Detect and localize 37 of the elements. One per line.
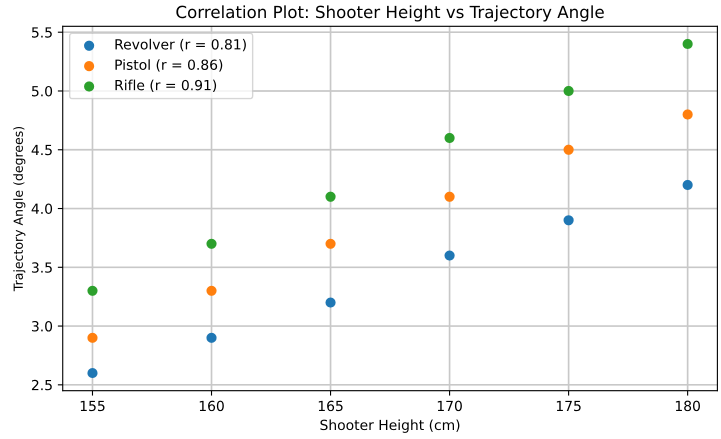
point bbox=[444, 250, 455, 261]
x-tick-label: 155 bbox=[80, 400, 105, 412]
point bbox=[206, 286, 217, 296]
point bbox=[564, 215, 574, 226]
legend-label: Revolver (r = 0.81) bbox=[115, 38, 246, 52]
point bbox=[682, 180, 693, 190]
point bbox=[444, 192, 455, 202]
y-tick-label: 4.0 bbox=[32, 203, 52, 214]
y-tick-label: 5.0 bbox=[32, 86, 52, 96]
point bbox=[682, 38, 693, 50]
y-tick-label: 3.5 bbox=[32, 262, 52, 273]
x-tick-label: 175 bbox=[556, 400, 581, 412]
y-tick-label: 4.5 bbox=[32, 144, 52, 156]
x-tick-label: 180 bbox=[676, 400, 700, 412]
point bbox=[87, 286, 98, 296]
legend-label: Rifle (r = 0.91) bbox=[115, 80, 216, 92]
y-tick-label: 3.0 bbox=[32, 321, 52, 332]
legend-label: Pistol (r = 0.86) bbox=[115, 59, 222, 72]
x-tick-label: 170 bbox=[438, 400, 462, 412]
x-tick-label: 160 bbox=[200, 400, 224, 412]
x-tick-label: 165 bbox=[318, 400, 343, 412]
point bbox=[564, 144, 574, 155]
y-tick-label: 2.5 bbox=[32, 380, 52, 390]
point bbox=[564, 86, 574, 96]
point bbox=[325, 238, 336, 249]
chart-title: Correlation Plot: Shooter Height vs Trajectory Angle bbox=[176, 5, 604, 22]
point bbox=[206, 332, 217, 343]
y-axis-title: Trajectory Angle (degrees) bbox=[13, 126, 26, 292]
point bbox=[325, 297, 336, 308]
x-axis-title: Shooter Height (cm) bbox=[320, 419, 460, 433]
point bbox=[206, 238, 217, 249]
point bbox=[87, 368, 98, 378]
point bbox=[87, 332, 98, 343]
point bbox=[682, 109, 693, 120]
y-tick-label: 5.5 bbox=[32, 27, 52, 38]
point bbox=[444, 132, 455, 144]
point bbox=[325, 192, 336, 202]
